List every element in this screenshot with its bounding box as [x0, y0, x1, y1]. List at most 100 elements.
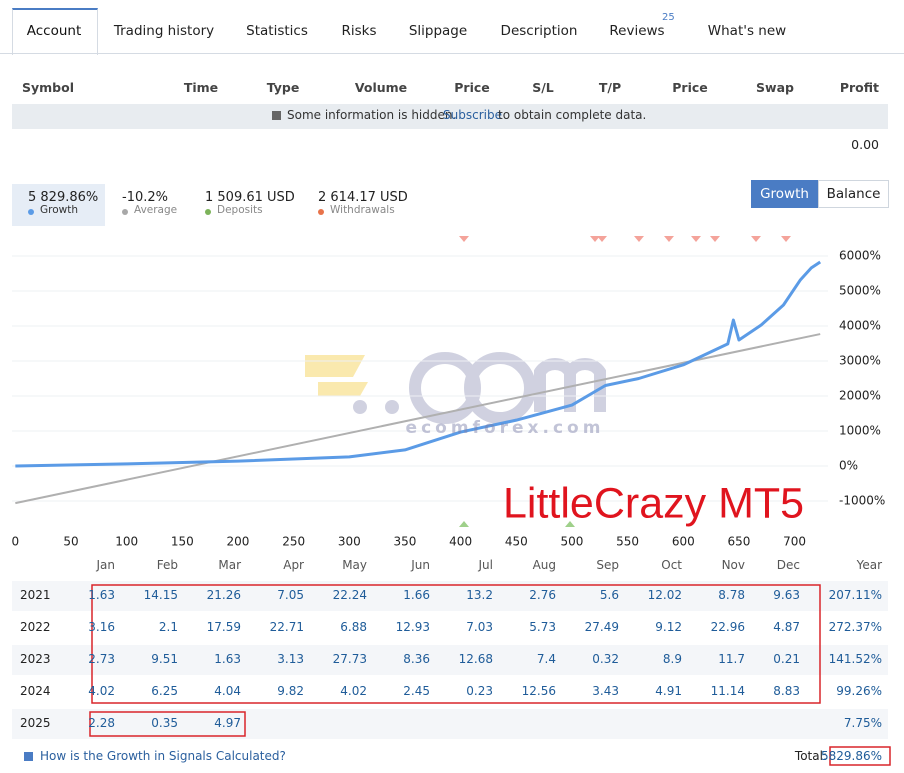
- column-header: Price: [672, 80, 708, 95]
- month-value: 8.78: [718, 588, 745, 602]
- month-value: 0.23: [466, 684, 493, 698]
- year-total: 272.37%: [828, 620, 882, 634]
- subscribe-link[interactable]: Subscribe: [443, 108, 502, 122]
- month-value: 4.91: [655, 684, 682, 698]
- total-value: 5829.86%: [820, 749, 882, 763]
- month-value: 5.73: [529, 620, 556, 634]
- year-total: 7.75%: [843, 716, 882, 730]
- profit-total: 0.00: [851, 137, 879, 152]
- toggle-balance[interactable]: Balance: [818, 180, 889, 208]
- tab-rule: [0, 53, 904, 54]
- x-tick-label: 250: [282, 535, 305, 549]
- toggle-growth[interactable]: Growth: [751, 180, 818, 208]
- month-value: 3.13: [277, 652, 304, 666]
- month-value: 8.9: [662, 652, 682, 666]
- year-total: 207.11%: [828, 588, 882, 602]
- row-year: 2024: [20, 684, 51, 698]
- stat-label: Growth: [40, 204, 79, 216]
- month-header: Jul: [478, 558, 493, 572]
- y-tick-label: 6000%: [839, 249, 881, 263]
- stat-dot: [205, 209, 211, 215]
- month-value: 4.97: [214, 716, 241, 730]
- month-value: 2.1: [158, 620, 178, 634]
- month-header: Mar: [218, 558, 241, 572]
- month-value: 7.03: [466, 620, 493, 634]
- y-tick-label: 1000%: [839, 424, 881, 438]
- month-value: 27.49: [584, 620, 619, 634]
- series-line: [15, 260, 822, 468]
- x-tick-label: 200: [227, 535, 250, 549]
- column-header: Type: [266, 80, 300, 95]
- month-value: 2.73: [88, 652, 115, 666]
- column-header: Price: [454, 80, 490, 95]
- month-header: Apr: [283, 558, 304, 572]
- tab[interactable]: Slippage: [408, 23, 468, 39]
- month-value: 1.63: [88, 588, 115, 602]
- y-tick-label: -1000%: [839, 494, 885, 508]
- stat-dot: [28, 209, 34, 215]
- x-tick-label: 700: [783, 535, 806, 549]
- stat-label: Average: [134, 204, 178, 216]
- month-value: 3.43: [592, 684, 619, 698]
- year-total: 141.52%: [828, 652, 882, 666]
- x-tick-label: 600: [672, 535, 695, 549]
- notice-text: Some information is hidden.: [287, 108, 457, 122]
- tab[interactable]: Account: [26, 23, 82, 39]
- column-header: Profit: [839, 80, 879, 95]
- watermark-text: ecomforex.com: [406, 418, 605, 438]
- x-tick-label: 400: [449, 535, 472, 549]
- month-value: 7.05: [277, 588, 304, 602]
- month-header: Aug: [532, 558, 556, 572]
- month-value: 11.7: [718, 652, 745, 666]
- month-value: 4.04: [214, 684, 241, 698]
- x-tick-label: 50: [63, 535, 78, 549]
- highlight-box: [89, 711, 246, 737]
- tab[interactable]: Trading history: [113, 23, 215, 39]
- highlight-box: [829, 746, 891, 766]
- info-icon: [272, 111, 281, 120]
- month-header: Nov: [721, 558, 745, 572]
- month-value: 9.63: [773, 588, 800, 602]
- y-tick-label: 5000%: [839, 284, 881, 298]
- row-year: 2025: [20, 716, 51, 730]
- month-value: 21.26: [206, 588, 241, 602]
- help-link[interactable]: How is the Growth in Signals Calculated?: [40, 749, 286, 763]
- month-value: 6.25: [151, 684, 178, 698]
- month-value: 12.68: [458, 652, 493, 666]
- month-value: 1.63: [214, 652, 241, 666]
- month-value: 22.24: [332, 588, 367, 602]
- x-tick-label: 550: [616, 535, 639, 549]
- month-value: 0.32: [592, 652, 619, 666]
- annotation: LittleCrazy MT5: [503, 479, 804, 527]
- stat-label: Withdrawals: [330, 204, 395, 216]
- tab[interactable]: Statistics: [246, 23, 308, 39]
- month-header: Sep: [596, 558, 619, 572]
- x-tick-label: 100: [115, 535, 138, 549]
- tab[interactable]: Risks: [341, 23, 377, 39]
- month-value: 0.35: [151, 716, 178, 730]
- tab[interactable]: What's new: [707, 23, 787, 39]
- column-header: S/L: [532, 80, 554, 95]
- month-value: 9.51: [151, 652, 178, 666]
- row-year: 2023: [20, 652, 51, 666]
- active-tab-frame: [12, 8, 98, 55]
- month-value: 22.96: [710, 620, 745, 634]
- month-value: 8.36: [403, 652, 430, 666]
- notice-rest: to obtain complete data.: [498, 108, 647, 122]
- x-tick-label: 350: [394, 535, 417, 549]
- stat-active-bg: [12, 184, 105, 226]
- month-header: Dec: [776, 558, 800, 572]
- total-label: Total:: [794, 749, 827, 763]
- tab[interactable]: Description: [500, 23, 578, 39]
- reviews-badge: 25: [662, 12, 675, 23]
- stat-dot: [318, 209, 324, 215]
- tab[interactable]: Reviews: [609, 23, 665, 39]
- month-value: 9.82: [277, 684, 304, 698]
- x-tick-label: 300: [338, 535, 361, 549]
- x-tick-label: 450: [505, 535, 528, 549]
- month-value: 8.83: [773, 684, 800, 698]
- help-icon: [24, 752, 33, 761]
- month-value: 3.16: [88, 620, 115, 634]
